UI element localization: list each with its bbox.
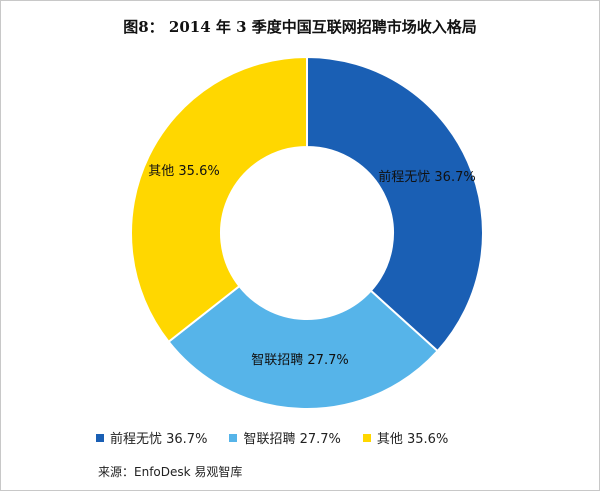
legend-item-qiancheng: 前程无忧 36.7% xyxy=(96,428,207,447)
data-label-other: 其他 35.6% xyxy=(148,164,219,179)
slice-zhilian xyxy=(167,284,439,410)
chart-title: 图8： 2014 年 3 季度中国互联网招聘市场收入格局 xyxy=(123,18,477,36)
legend-label-other: 其他 35.6% xyxy=(376,432,449,447)
data-label-qiancheng: 前程无忧 36.7% xyxy=(378,169,475,185)
legend-item-other: 其他 35.6% xyxy=(362,428,449,447)
legend-label-qiancheng: 前程无忧 36.7% xyxy=(110,432,208,447)
source-note: 来源：EnfoDesk 易观智库 xyxy=(98,465,243,479)
legend-swatch-qiancheng xyxy=(96,433,104,442)
legend-swatch-zhilian xyxy=(229,433,238,442)
slice-qiancheng xyxy=(306,55,484,353)
legend-item-zhilian: 智联招聘 27.7% xyxy=(229,428,341,447)
legend-swatch-other xyxy=(362,433,371,442)
slice-other xyxy=(130,55,308,344)
data-label-zhilian: 智联招聘 27.7% xyxy=(251,353,348,368)
legend-label-zhilian: 智联招聘 27.7% xyxy=(243,432,341,447)
chart-legend: 前程无忧 36.7% 智联招聘 27.7% 其他 35.6% xyxy=(96,428,448,447)
